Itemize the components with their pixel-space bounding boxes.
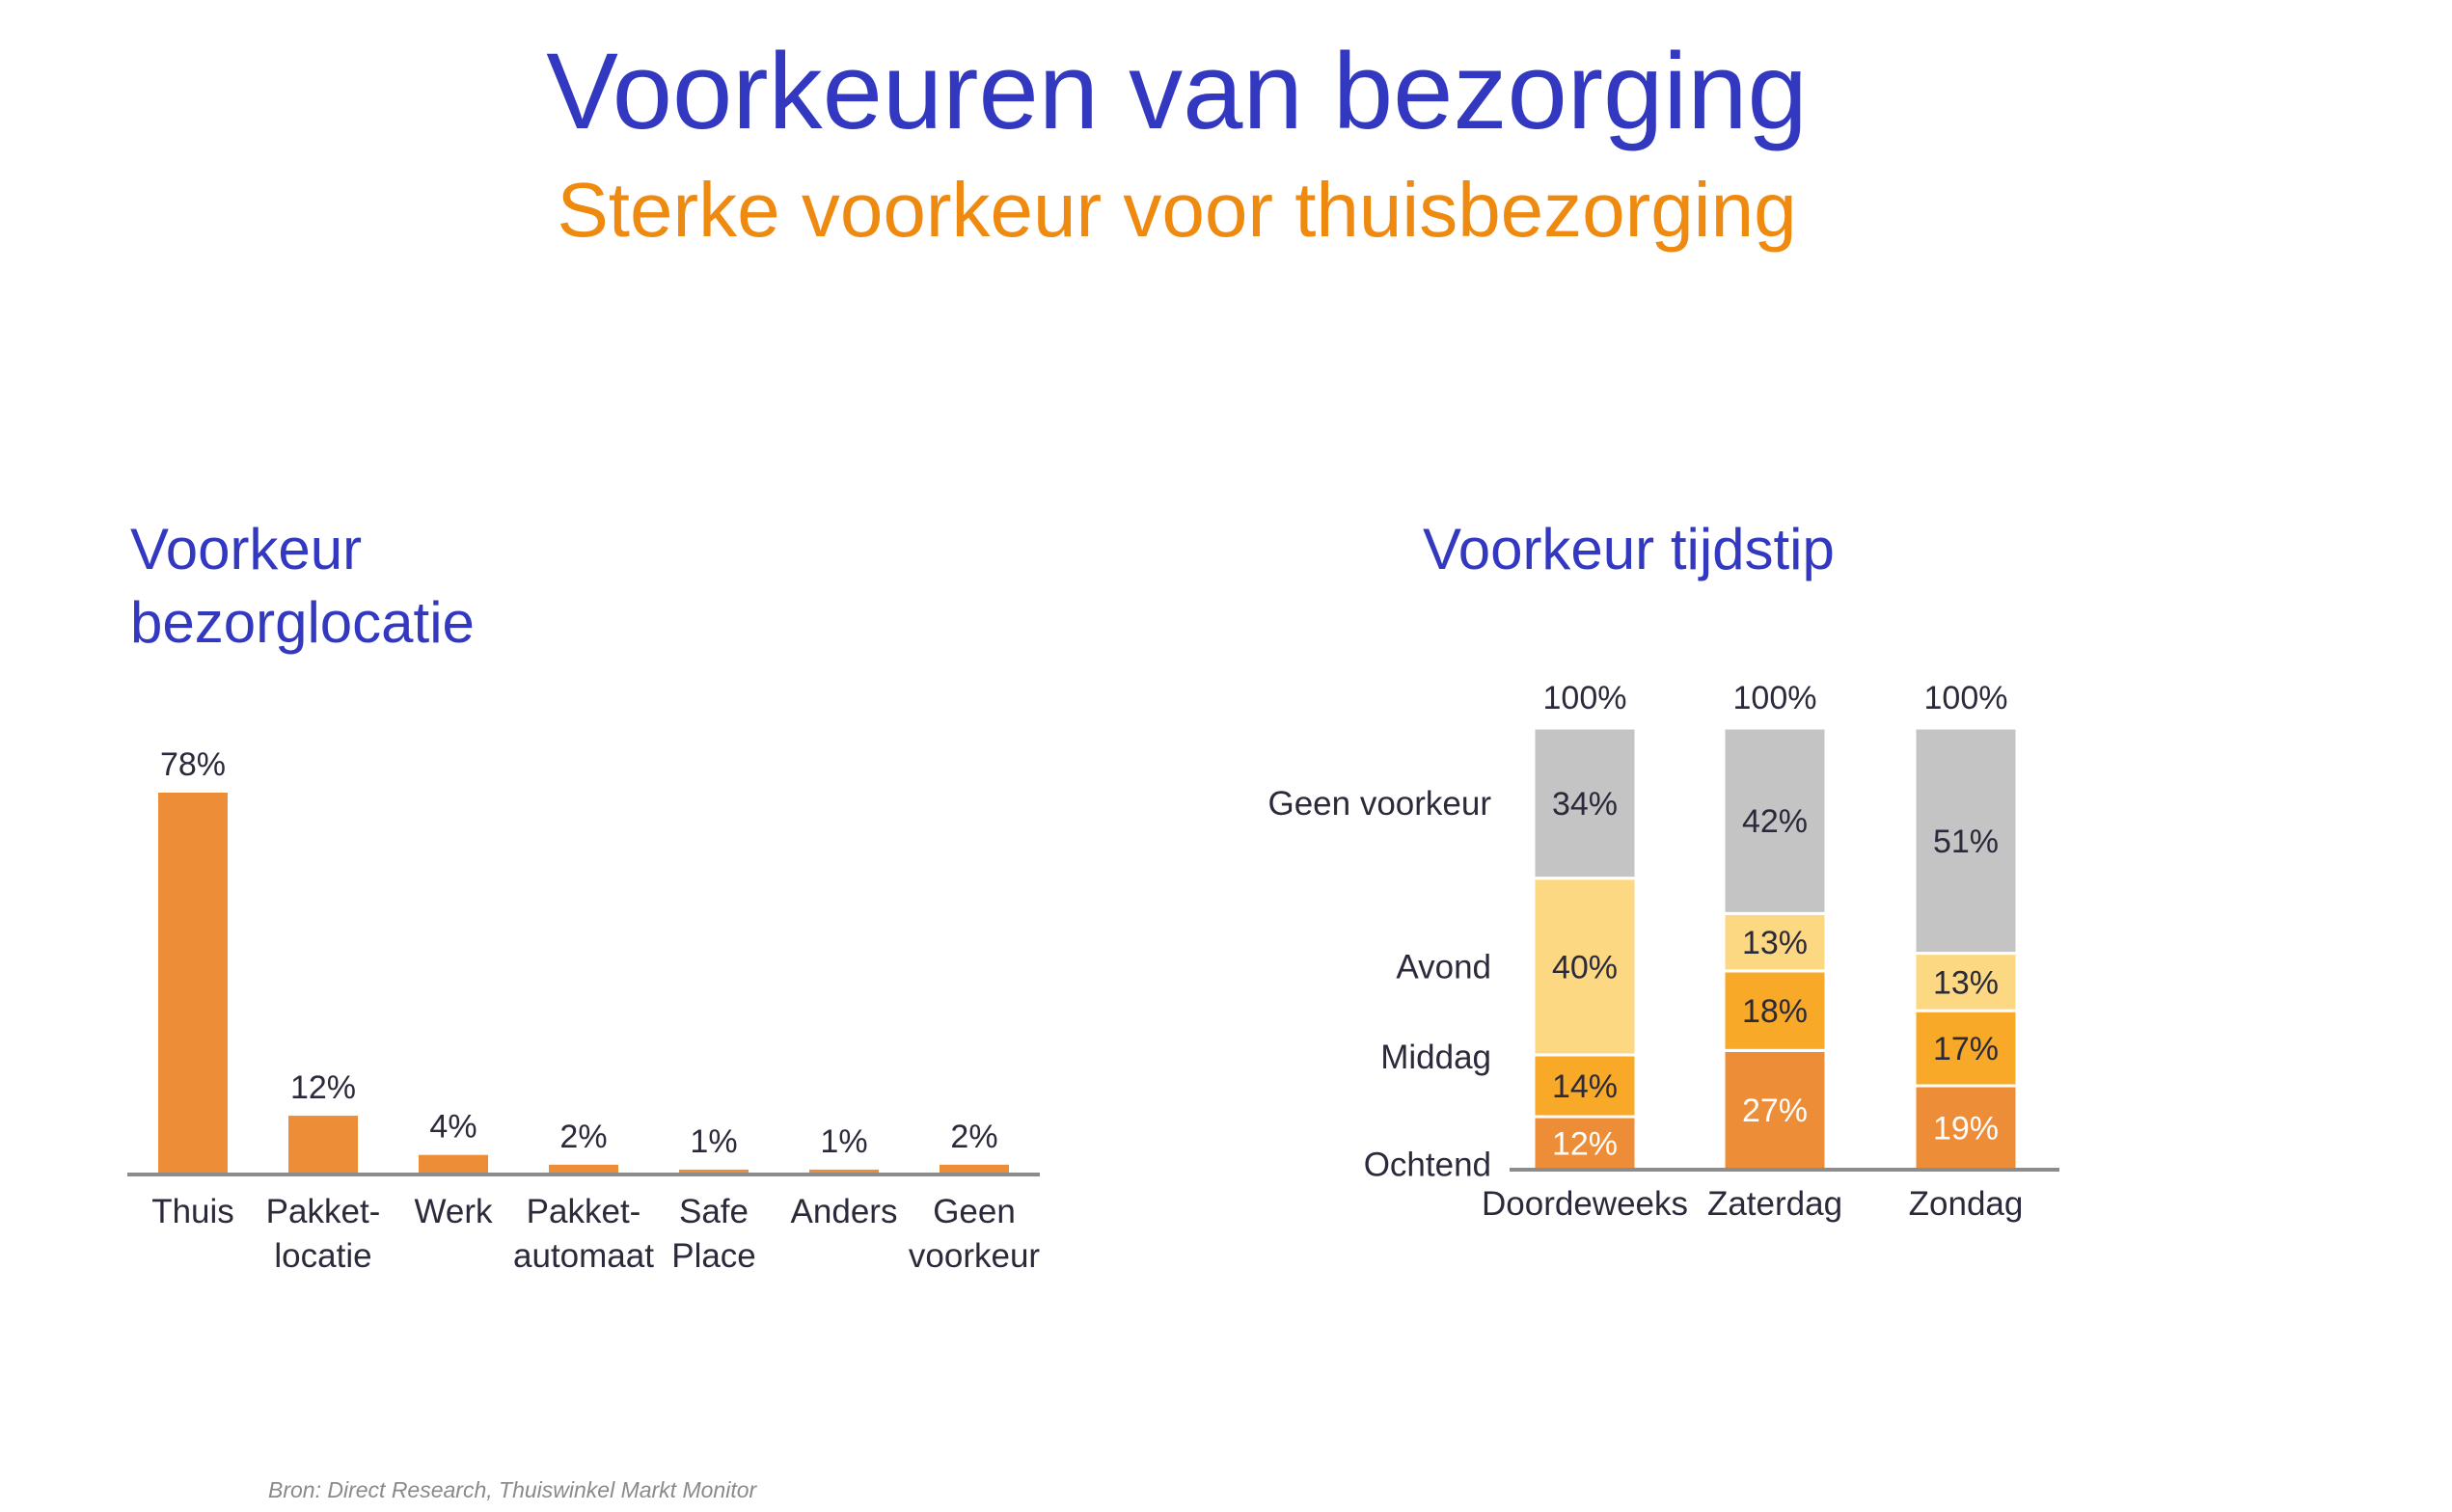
time-series-label-1: Middag [1380,1039,1491,1076]
time-segment-label-1-1: 18% [1742,993,1808,1030]
time-segment-label-0-3: 34% [1552,786,1618,823]
location-chart-title-line-2: bezorglocatie [130,590,475,655]
time-segment-2-2 [1913,952,2019,1012]
location-bar-5 [809,1169,879,1174]
time-segment-2-3 [1913,726,2019,956]
time-segment-label-1-0: 27% [1742,1093,1808,1129]
time-segment-0-1 [1532,1053,1638,1119]
time-segment-label-0-1: 14% [1552,1068,1618,1105]
time-segment-label-1-2: 13% [1742,925,1808,961]
time-category-label-2: Zondag [1909,1185,2024,1223]
location-bar-4 [679,1169,749,1174]
location-category-label-6-1: voorkeur [909,1237,1041,1275]
location-data-label-4: 1% [690,1123,737,1160]
time-total-label-0: 100% [1543,680,1627,716]
location-category-label-1-0: Pakket- [266,1193,381,1230]
location-data-label-6: 2% [950,1119,997,1155]
location-data-label-5: 1% [820,1123,867,1160]
time-total-label-2: 100% [1924,680,2008,716]
location-chart-title-line-1: Voorkeur [130,517,363,581]
time-segment-1-1 [1722,969,1828,1052]
time-segment-label-0-2: 40% [1552,949,1618,986]
time-segment-label-2-1: 17% [1933,1031,1999,1067]
location-category-label-2-0: Werk [414,1193,493,1230]
location-category-label-3-1: automaat [513,1237,654,1275]
location-data-label-2: 4% [429,1109,477,1146]
page-subtitle: Sterke voorkeur voor thuisbezorging [557,167,1797,253]
time-category-label-1: Zaterdag [1707,1185,1842,1223]
location-category-label-3-0: Pakket- [527,1193,641,1230]
time-segment-label-1-3: 42% [1742,803,1808,840]
time-segment-label-2-0: 19% [1933,1110,1999,1147]
location-chart-title: Voorkeur bezorglocatie [130,513,805,660]
time-total-label-1: 100% [1733,680,1817,716]
location-category-label-4-0: Safe [679,1193,749,1230]
time-segment-0-3 [1532,726,1638,880]
location-data-label-0: 78% [160,746,226,783]
time-segment-label-2-2: 13% [1933,964,1999,1001]
location-bar-3 [549,1164,618,1174]
location-category-label-1-1: locatie [274,1237,371,1275]
time-segment-label-0-0: 12% [1552,1126,1618,1163]
time-series-label-0: Ochtend [1364,1147,1491,1184]
location-data-label-1: 12% [290,1069,356,1106]
location-bar-2 [419,1154,488,1174]
location-category-label-5-0: Anders [791,1193,898,1230]
time-chart-title: Voorkeur tijdstip [1423,517,1835,581]
location-data-label-3: 2% [559,1119,607,1155]
location-bar-1 [288,1116,358,1174]
location-category-label-4-1: Place [671,1237,756,1275]
time-series-label-3: Geen voorkeur [1267,785,1491,823]
location-bar-0 [158,793,228,1174]
page-title: Voorkeuren van bezorging [546,31,1808,151]
location-category-label-0-0: Thuis [151,1193,234,1230]
time-segment-0-2 [1532,877,1638,1057]
time-category-label-0: Doordeweeks [1482,1185,1688,1223]
time-segment-1-2 [1722,911,1828,973]
time-series-label-2: Avond [1396,948,1491,986]
location-bar-6 [940,1164,1009,1174]
location-category-label-6-0: Geen [933,1193,1016,1230]
time-segment-label-2-3: 51% [1933,824,1999,860]
time-segment-1-3 [1722,726,1828,915]
source-note: Bron: Direct Research, Thuiswinkel Markt… [268,1477,757,1502]
